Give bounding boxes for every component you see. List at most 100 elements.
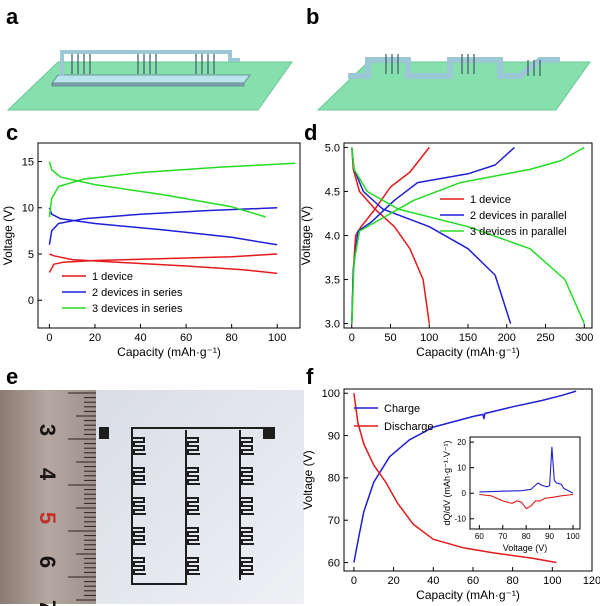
panel-label-f: f	[306, 364, 314, 389]
f-inset-plot-frame	[469, 436, 581, 530]
f-inset-y-tick-label: -10	[454, 515, 466, 524]
d-x-tick-label: 0	[349, 332, 355, 344]
f-y-tick-label: 100	[322, 388, 340, 400]
c-y-tick-label: 0	[28, 295, 34, 307]
c-series-2	[48, 207, 278, 245]
f-inset-y-tick-label: 20	[457, 438, 466, 447]
c-y-tick-label: 10	[22, 203, 34, 215]
ruler-number: 6	[35, 556, 60, 568]
f-inset-x-tick-label: 80	[522, 532, 531, 541]
pattern-cell	[240, 467, 254, 485]
pattern-cell	[186, 467, 200, 485]
pattern-cell	[186, 557, 200, 575]
ruler-number: 3	[35, 424, 60, 436]
ruler-number: 7	[35, 600, 60, 606]
d-legend-label: 1 device	[470, 194, 511, 206]
d-x-tick-label: 150	[459, 332, 477, 344]
d-series-0	[351, 146, 430, 324]
f-inset-y-tick-label: 0	[462, 489, 467, 498]
f-x-tick-label: 40	[427, 575, 439, 587]
f-legend-label: Discharge	[384, 421, 434, 433]
f-x-tick-label: 100	[543, 575, 561, 587]
panel-label-b: b	[306, 4, 320, 29]
pattern-pad	[263, 427, 275, 439]
c-x-tick-label: 40	[134, 332, 146, 344]
f-legend-label: Charge	[384, 403, 420, 415]
pattern-cell	[240, 527, 254, 545]
printed-device-pattern	[99, 427, 275, 585]
c-y-tick-label: 5	[28, 249, 34, 261]
d-x-tick-label: 300	[575, 332, 593, 344]
c-series-4	[48, 162, 296, 218]
d-y-tick-label: 5.0	[325, 142, 340, 154]
ruler-number: 5	[35, 512, 60, 524]
d-y-tick-label: 3.0	[325, 318, 340, 330]
c-y-tick-label: 15	[22, 156, 34, 168]
d-legend-label: 2 devices in parallel	[470, 210, 567, 222]
f-inset-y-tick-label: 10	[457, 463, 466, 472]
f-inset-x-axis-label: Voltage (V)	[503, 543, 548, 553]
f-inset-series-1	[479, 493, 574, 510]
pattern-cell	[186, 527, 200, 545]
f-x-tick-label: 0	[351, 575, 357, 587]
c-series-3	[48, 207, 278, 246]
f-x-tick-label: 60	[467, 575, 479, 587]
d-x-tick-label: 250	[536, 332, 554, 344]
f-inset-x-tick-label: 90	[545, 532, 554, 541]
panel-label-d: d	[304, 120, 318, 145]
d-y-tick-label: 4.0	[325, 230, 340, 242]
d-series-4	[351, 146, 585, 324]
c-x-tick-label: 60	[180, 332, 192, 344]
ruler-numbers: 3 4 5 6 7	[35, 424, 60, 606]
pattern-cell	[132, 497, 146, 515]
panel-label-a: a	[6, 4, 19, 29]
c-x-axis-label: Capacity (mAh·g⁻¹)	[117, 345, 221, 359]
f-series-1	[353, 393, 557, 564]
c-x-tick-label: 20	[89, 332, 101, 344]
f-y-tick-label: 80	[328, 473, 340, 485]
d-y-axis-label: Voltage (V)	[299, 206, 313, 265]
d-y-tick-label: 4.5	[325, 186, 340, 198]
pattern-cell	[240, 497, 254, 515]
f-inset-x-tick-label: 100	[566, 532, 580, 541]
f-y-axis-label: Voltage (V)	[301, 450, 315, 509]
pattern-cell	[132, 467, 146, 485]
d-x-tick-label: 100	[420, 332, 438, 344]
pattern-cell	[186, 437, 200, 455]
panel-label-e: e	[6, 364, 19, 389]
d-x-axis-label: Capacity (mAh·g⁻¹)	[416, 345, 520, 359]
c-plot-frame	[37, 142, 301, 329]
pattern-cell	[240, 557, 254, 575]
panel-label-c: c	[6, 120, 19, 145]
c-x-tick-label: 100	[268, 332, 286, 344]
c-legend-label: 1 device	[92, 271, 133, 283]
f-inset-y-axis-label: dQ/dV (mAh·g⁻¹·V⁻¹)	[442, 440, 452, 525]
c-y-axis-label: Voltage (V)	[1, 206, 15, 265]
c-legend-label: 3 devices in series	[92, 303, 183, 315]
pattern-cell	[240, 437, 254, 455]
pattern-cell	[132, 527, 146, 545]
pattern-cell	[186, 497, 200, 515]
panel-e-photo: 3 4 5 6 7	[0, 390, 304, 606]
f-plot-frame	[343, 388, 593, 572]
f-x-tick-label: 80	[507, 575, 519, 587]
c-x-tick-label: 80	[226, 332, 238, 344]
c-series-5	[48, 161, 267, 218]
d-x-tick-label: 200	[498, 332, 516, 344]
d-x-tick-label: 50	[384, 332, 396, 344]
pattern-top-bus	[131, 427, 270, 430]
f-inset-series-0	[479, 446, 574, 494]
ruler-ticks	[68, 392, 96, 601]
f-inset-background	[470, 437, 580, 529]
d-y-tick-label: 3.5	[325, 274, 340, 286]
panel-c-chart: 0 20 40 60 80 100 0 5 10 15 Capacity (mAh·g⁻¹) Volt…	[1, 142, 301, 359]
panel-d-chart: 0 50 100 150 200 250 300 3.0 3.5 4.0 4.5 5.0 Capacit…	[299, 142, 593, 359]
panel-a-render	[6, 50, 293, 111]
panel-f-inset: 60 70 80 90 100 -10 0 10 20 Voltage (V) dQ/dV (mAh…	[442, 436, 581, 553]
f-inset-x-tick-label: 60	[475, 532, 484, 541]
f-y-tick-label: 90	[328, 430, 340, 442]
ruler-number: 4	[35, 468, 60, 481]
d-series-5	[351, 147, 585, 324]
